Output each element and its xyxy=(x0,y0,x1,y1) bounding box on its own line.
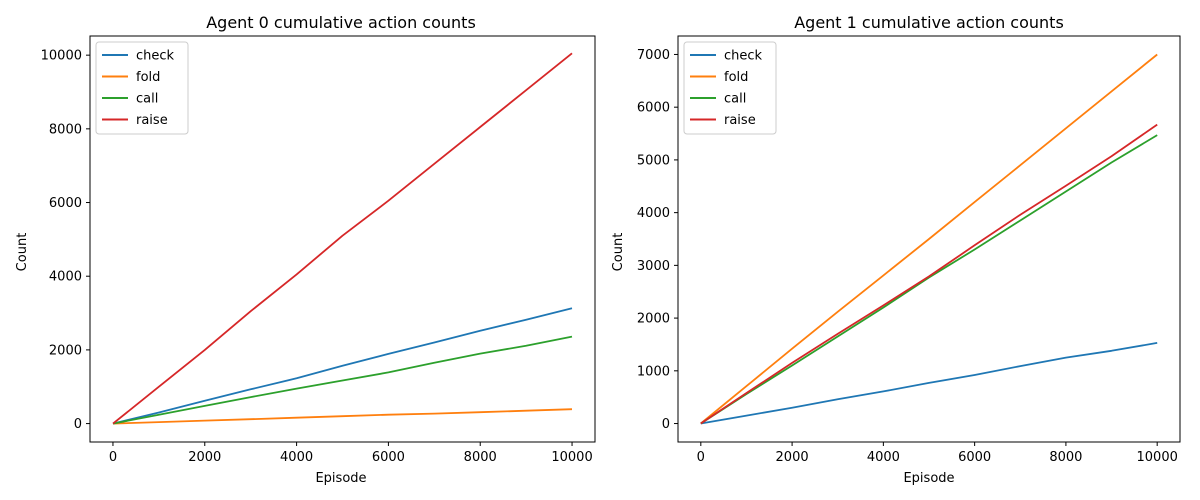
x-tick-label: 4000 xyxy=(867,450,900,465)
legend-box xyxy=(95,41,189,135)
y-tick-label: 4000 xyxy=(637,206,670,221)
y-tick-label: 2000 xyxy=(49,343,82,358)
y-tick-label: 7000 xyxy=(637,48,670,63)
series-line-raise xyxy=(112,52,573,425)
legend-label-call: call xyxy=(136,92,158,107)
chart-agent-0: Agent 0 cumulative action counts Episode… xyxy=(15,13,596,486)
legend-box xyxy=(683,41,777,135)
legend-label-fold: fold xyxy=(724,70,748,85)
y-tick-label: 0 xyxy=(74,417,82,432)
y-tick-label: 10000 xyxy=(41,49,82,64)
y-tick-label: 6000 xyxy=(49,196,82,211)
y-axis-label: Count xyxy=(611,233,626,272)
legend-label-call: call xyxy=(724,92,746,107)
y-tick-label: 0 xyxy=(662,417,670,432)
series-line-raise xyxy=(700,123,1158,425)
y-tick-label: 5000 xyxy=(637,153,670,168)
series-line-fold xyxy=(700,53,1158,425)
plot-frame xyxy=(677,35,1181,443)
x-tick-label: 6000 xyxy=(958,450,991,465)
x-tick-label: 0 xyxy=(697,450,705,465)
y-axis-label: Count xyxy=(15,233,30,272)
x-tick-label: 10000 xyxy=(1137,450,1178,465)
y-tick-label: 2000 xyxy=(637,312,670,327)
chart-title: Agent 0 cumulative action counts xyxy=(206,13,476,32)
chart-agent-1: Agent 1 cumulative action counts Episode… xyxy=(611,13,1181,486)
series-line-call xyxy=(700,134,1158,425)
legend-label-fold: fold xyxy=(136,70,160,85)
series-line-call xyxy=(112,335,573,425)
x-tick-label: 4000 xyxy=(280,450,313,465)
x-tick-label: 8000 xyxy=(464,450,497,465)
x-tick-label: 6000 xyxy=(372,450,405,465)
x-axis-label: Episode xyxy=(903,471,954,486)
x-tick-label: 2000 xyxy=(188,450,221,465)
y-tick-label: 1000 xyxy=(637,364,670,379)
x-axis-label: Episode xyxy=(315,471,366,486)
y-tick-label: 8000 xyxy=(49,122,82,137)
plot-frame xyxy=(89,35,596,443)
chart-title: Agent 1 cumulative action counts xyxy=(794,13,1064,32)
y-tick-label: 3000 xyxy=(637,259,670,274)
series-line-fold xyxy=(112,408,573,425)
series-line-check xyxy=(700,342,1158,425)
series-line-check xyxy=(112,307,573,425)
x-tick-label: 0 xyxy=(109,450,117,465)
x-tick-label: 8000 xyxy=(1049,450,1082,465)
legend: check fold call raise xyxy=(95,41,189,135)
x-tick-label: 2000 xyxy=(776,450,809,465)
legend-label-raise: raise xyxy=(724,113,756,128)
y-tick-label: 6000 xyxy=(637,101,670,116)
legend-label-check: check xyxy=(724,49,763,64)
legend-label-raise: raise xyxy=(136,113,168,128)
legend: check fold call raise xyxy=(683,41,777,135)
y-tick-label: 4000 xyxy=(49,270,82,285)
x-tick-label: 10000 xyxy=(551,450,592,465)
legend-label-check: check xyxy=(136,49,175,64)
